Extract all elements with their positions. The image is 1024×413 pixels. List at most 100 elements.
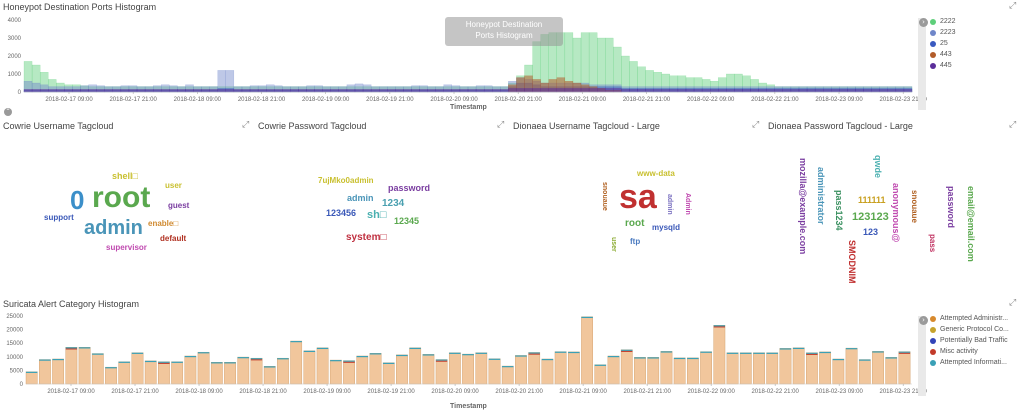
bar-445[interactable] [201,89,210,93]
alert-bar[interactable] [39,359,51,385]
bar-445[interactable] [467,89,477,93]
tag-word[interactable]: user [610,237,617,252]
tag-word[interactable]: system□ [346,232,387,243]
bar-445[interactable] [241,89,251,93]
bar-445[interactable] [637,89,646,93]
bar-445[interactable] [274,89,283,93]
tag-word[interactable]: Admin [684,193,691,215]
bar-445[interactable] [338,89,348,93]
bar-445[interactable] [443,89,453,93]
bar-445[interactable] [661,89,670,93]
bar-445[interactable] [887,89,897,93]
alert-bar[interactable] [686,357,699,385]
alert-bar[interactable] [118,361,131,385]
bar-445[interactable] [532,88,541,93]
bar-445[interactable] [823,89,832,93]
bar-445[interactable] [177,89,186,93]
tag-word[interactable]: password [388,183,431,193]
bar-445[interactable] [306,89,315,93]
ports-legend-item[interactable]: 25 [930,38,956,49]
tag-word[interactable]: 7ujMko0admin [318,176,374,185]
tag-word[interactable]: root [625,218,645,229]
alert-bar[interactable] [144,360,157,385]
bar-445[interactable] [718,89,727,93]
tag-word[interactable]: qwde [873,155,883,179]
alert-bar[interactable] [515,355,527,385]
bar-445[interactable] [742,89,751,93]
expand-icon[interactable]: ⤢ [752,120,760,130]
bar-445[interactable] [548,88,557,93]
alert-bar[interactable] [329,359,342,385]
alert-bar[interactable] [581,316,593,385]
bar-445[interactable] [128,89,138,93]
ports-legend-item[interactable]: 445 [930,60,956,71]
bar-445[interactable] [298,89,307,93]
alert-bar[interactable] [224,362,236,385]
bar-445[interactable] [508,88,517,93]
alert-bar[interactable] [766,352,779,385]
bar-445[interactable] [39,89,49,93]
bar-445[interactable] [64,89,73,93]
alert-bar[interactable] [819,351,832,385]
bar-445[interactable] [193,89,202,93]
bar-445[interactable] [806,89,816,93]
bar-445[interactable] [572,88,582,93]
bar-445[interactable] [56,89,65,93]
tag-word[interactable]: anonymous@ [891,183,901,243]
bar-445[interactable] [831,89,840,93]
bar-445[interactable] [847,89,856,93]
bar-445[interactable] [588,88,598,93]
alert-bar[interactable] [65,347,78,385]
alert-bar[interactable] [832,358,845,385]
bar-445[interactable] [185,89,194,93]
bar-445[interactable] [758,89,767,93]
bar-445[interactable] [564,88,574,93]
bar-445[interactable] [80,89,89,93]
bar-445[interactable] [144,89,154,93]
tag-word[interactable]: 111111 [858,195,886,205]
legend-toggle-icon[interactable]: › [919,18,928,27]
bar-445[interactable] [411,89,420,93]
tag-word[interactable]: www-data [637,169,675,178]
alert-bar[interactable] [713,325,726,385]
bar-445[interactable] [653,89,662,93]
bar-445[interactable] [871,89,880,93]
alert-bar[interactable] [382,362,395,385]
tag-word[interactable]: sh□ [367,209,387,221]
bar-445[interactable] [136,89,146,93]
bar-445[interactable] [387,89,396,93]
alert-bar[interactable] [607,355,620,385]
bar-445[interactable] [314,89,323,93]
bar-445[interactable] [112,89,122,93]
expand-icon[interactable]: ⤢ [242,120,250,130]
alert-bar[interactable] [700,351,712,385]
alert-bar[interactable] [488,358,501,385]
alert-bar[interactable] [171,361,184,385]
bar-445[interactable] [774,89,783,93]
bar-445[interactable] [597,88,606,93]
expand-icon[interactable]: ⤢ [1009,298,1017,308]
bar-445[interactable] [782,89,792,93]
alert-bar[interactable] [316,347,329,385]
tag-word[interactable]: administrator [816,167,826,225]
alert-legend-item[interactable]: Potentially Bad Traffic [930,335,1009,346]
bar-445[interactable] [233,89,243,93]
bar-445[interactable] [459,89,469,93]
bar-445[interactable] [225,89,235,93]
tag-word[interactable]: sa [619,178,657,216]
alert-bar[interactable] [753,352,765,385]
tag-word[interactable]: root [92,181,151,214]
alert-bar[interactable] [806,352,818,385]
alert-bar[interactable] [78,347,91,385]
expand-icon[interactable]: ⤢ [1009,1,1017,11]
tag-word[interactable]: default [160,234,187,243]
bar-445[interactable] [790,89,800,93]
alert-bar[interactable] [422,354,435,385]
bar-445[interactable] [903,89,913,93]
top-legend-scrollbar[interactable] [918,18,926,110]
alert-bar[interactable] [197,351,210,385]
expand-icon[interactable]: ⤢ [1009,120,1017,130]
bar-445[interactable] [669,89,679,93]
bar-445[interactable] [556,88,566,93]
alert-bar[interactable] [647,357,660,385]
